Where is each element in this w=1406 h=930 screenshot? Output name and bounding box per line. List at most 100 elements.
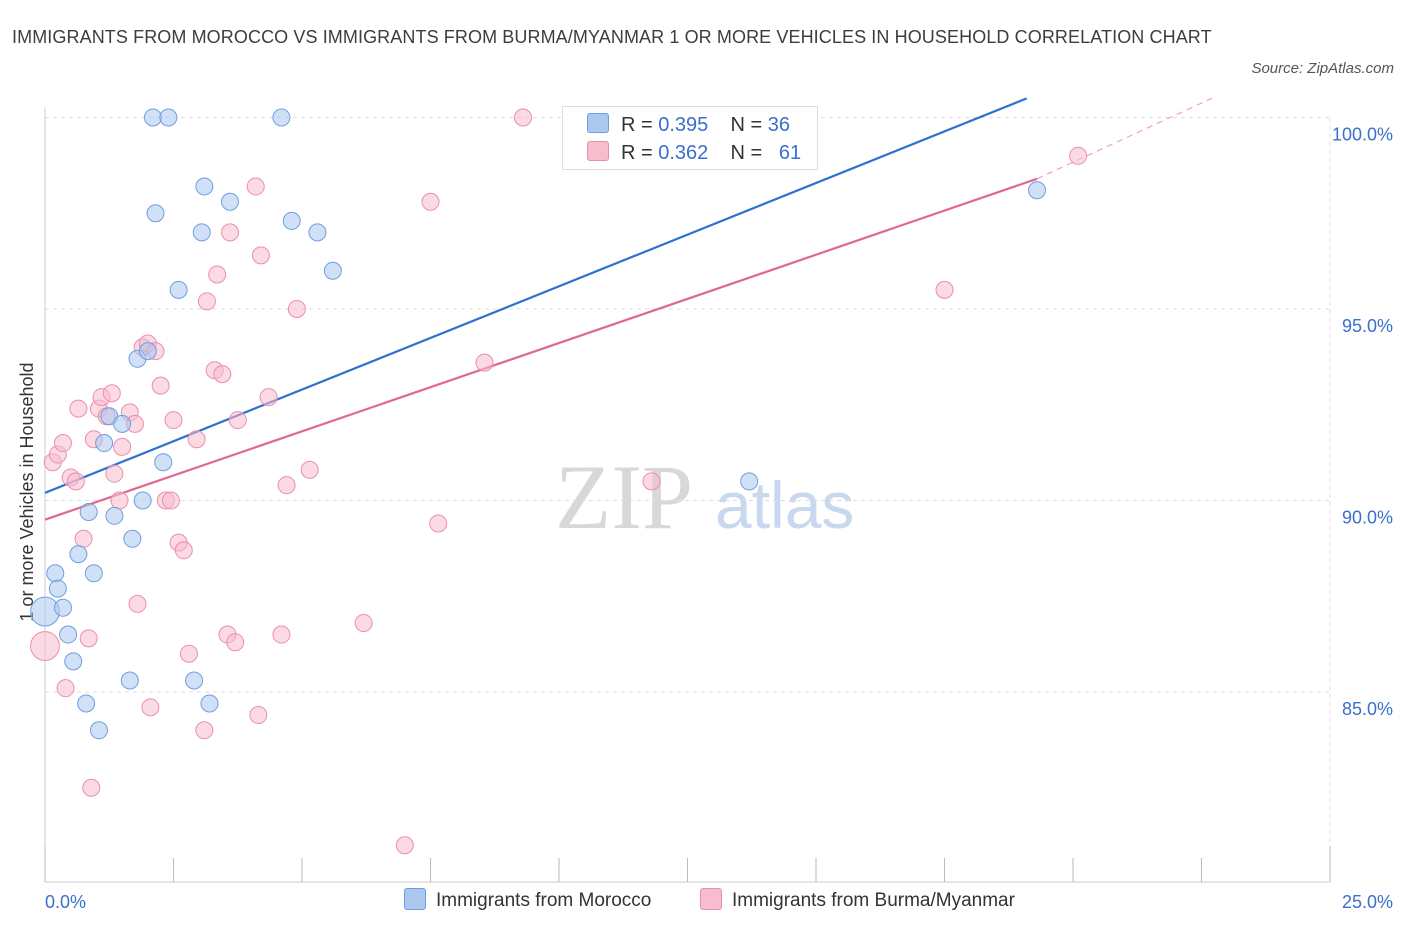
data-point-burma	[113, 437, 132, 456]
legend-r-label: R =	[621, 142, 659, 164]
data-point-morocco	[195, 177, 214, 196]
data-point-morocco	[120, 671, 139, 690]
data-point-morocco	[272, 108, 291, 127]
data-point-burma	[221, 223, 240, 242]
axes: 100.0% 95.0% 90.0% 85.0% 0.0% 25.0%	[44, 107, 1393, 912]
legend-row-burma: R = 0.362 N = 61	[587, 141, 801, 165]
legend-swatch-morocco	[404, 888, 426, 910]
data-point-burma	[110, 491, 129, 510]
data-point-burma	[187, 430, 206, 449]
trend-line-morocco	[44, 97, 1028, 494]
legend-n-label: N =	[730, 142, 768, 164]
data-point-burma	[53, 434, 72, 453]
legend-swatch-morocco	[587, 113, 609, 133]
data-point-burma	[1069, 146, 1088, 165]
data-point-burma	[259, 388, 278, 407]
data-point-burma	[66, 472, 85, 491]
data-point-burma	[56, 679, 75, 698]
legend-r-label: R =	[621, 114, 659, 136]
data-point-burma	[514, 108, 533, 127]
data-point-burma	[228, 411, 247, 430]
data-point-burma	[429, 514, 448, 533]
data-point-burma	[226, 633, 245, 652]
data-point-morocco	[46, 564, 65, 583]
data-point-burma	[174, 541, 193, 560]
data-point-morocco	[200, 694, 219, 713]
watermark-atlas: atlas	[715, 468, 854, 542]
data-point-burma	[249, 705, 268, 724]
data-point-morocco	[185, 671, 204, 690]
data-point-morocco	[138, 342, 157, 361]
data-point-burma	[197, 292, 216, 311]
data-point-morocco	[169, 280, 188, 299]
data-point-burma	[213, 365, 232, 384]
legend-label-morocco: Immigrants from Morocco	[436, 890, 652, 911]
data-point-morocco	[1028, 181, 1047, 200]
data-point-burma	[74, 529, 93, 548]
data-point-morocco	[159, 108, 178, 127]
data-point-burma	[102, 384, 121, 403]
legend-swatch-burma	[700, 888, 722, 910]
data-point-burma	[272, 625, 291, 644]
y-axis-title: 1 or more Vehicles in Household	[17, 362, 37, 621]
data-point-burma	[935, 280, 954, 299]
watermark-zip: ZIP	[555, 446, 693, 548]
data-point-burma	[105, 464, 124, 483]
legend-n-value-morocco: 36	[767, 114, 791, 136]
data-point-burma	[475, 353, 494, 372]
data-point-morocco	[77, 694, 96, 713]
data-point-morocco	[89, 721, 108, 740]
data-point-burma	[179, 644, 198, 663]
data-point-morocco	[323, 261, 342, 280]
data-point-burma	[164, 411, 183, 430]
data-point-burma	[69, 399, 88, 418]
legend-n-label: N =	[730, 114, 768, 136]
data-point-burma	[79, 629, 98, 648]
trend-lines	[44, 97, 1213, 521]
data-point-burma	[421, 192, 440, 211]
x-tick-label: 25.0%	[1342, 892, 1393, 912]
data-point-morocco	[282, 211, 301, 230]
data-point-morocco	[79, 502, 98, 521]
data-point-morocco	[143, 108, 162, 127]
data-point-morocco	[95, 434, 114, 453]
legend-r-value-morocco: 0.395	[658, 114, 709, 136]
y-tick-label: 90.0%	[1342, 508, 1393, 528]
trend-line-burma	[44, 177, 1038, 521]
data-point-morocco	[308, 223, 327, 242]
data-points	[30, 108, 1088, 855]
data-point-burma	[151, 376, 170, 395]
legend-label-burma: Immigrants from Burma/Myanmar	[732, 890, 1015, 911]
source-label: Source: ZipAtlas.com	[1251, 60, 1394, 77]
data-point-burma	[195, 721, 214, 740]
data-point-burma	[208, 265, 227, 284]
data-point-burma	[287, 300, 306, 318]
bottom-legend-burma: Immigrants from Burma/Myanmar	[700, 888, 1015, 912]
data-point-burma	[128, 594, 147, 613]
chart-title: IMMIGRANTS FROM MOROCCO VS IMMIGRANTS FR…	[12, 27, 1212, 47]
data-point-burma	[30, 631, 60, 661]
data-point-morocco	[146, 204, 165, 223]
x-tick-label: 0.0%	[45, 892, 86, 912]
data-point-burma	[642, 472, 661, 491]
data-point-morocco	[221, 192, 240, 211]
data-point-burma	[251, 246, 270, 265]
data-point-burma	[277, 476, 296, 495]
legend-row-morocco: R = 0.395 N = 36	[587, 113, 790, 137]
bottom-legend-morocco: Immigrants from Morocco	[404, 888, 651, 912]
stats-legend: R = 0.395 N = 36 R = 0.362 N = 61	[562, 106, 818, 170]
data-point-morocco	[192, 223, 211, 242]
data-point-morocco	[84, 564, 103, 583]
data-point-morocco	[69, 545, 88, 564]
data-point-burma	[141, 698, 160, 717]
data-point-morocco	[59, 625, 78, 644]
data-point-morocco	[154, 453, 173, 472]
data-point-burma	[82, 778, 101, 797]
data-point-burma	[161, 491, 180, 510]
legend-swatch-burma	[587, 141, 609, 161]
y-tick-label: 85.0%	[1342, 699, 1393, 719]
legend-r-value-burma: 0.362	[658, 142, 709, 164]
legend-n-value-burma: 61	[778, 142, 802, 164]
data-point-morocco	[133, 491, 152, 510]
